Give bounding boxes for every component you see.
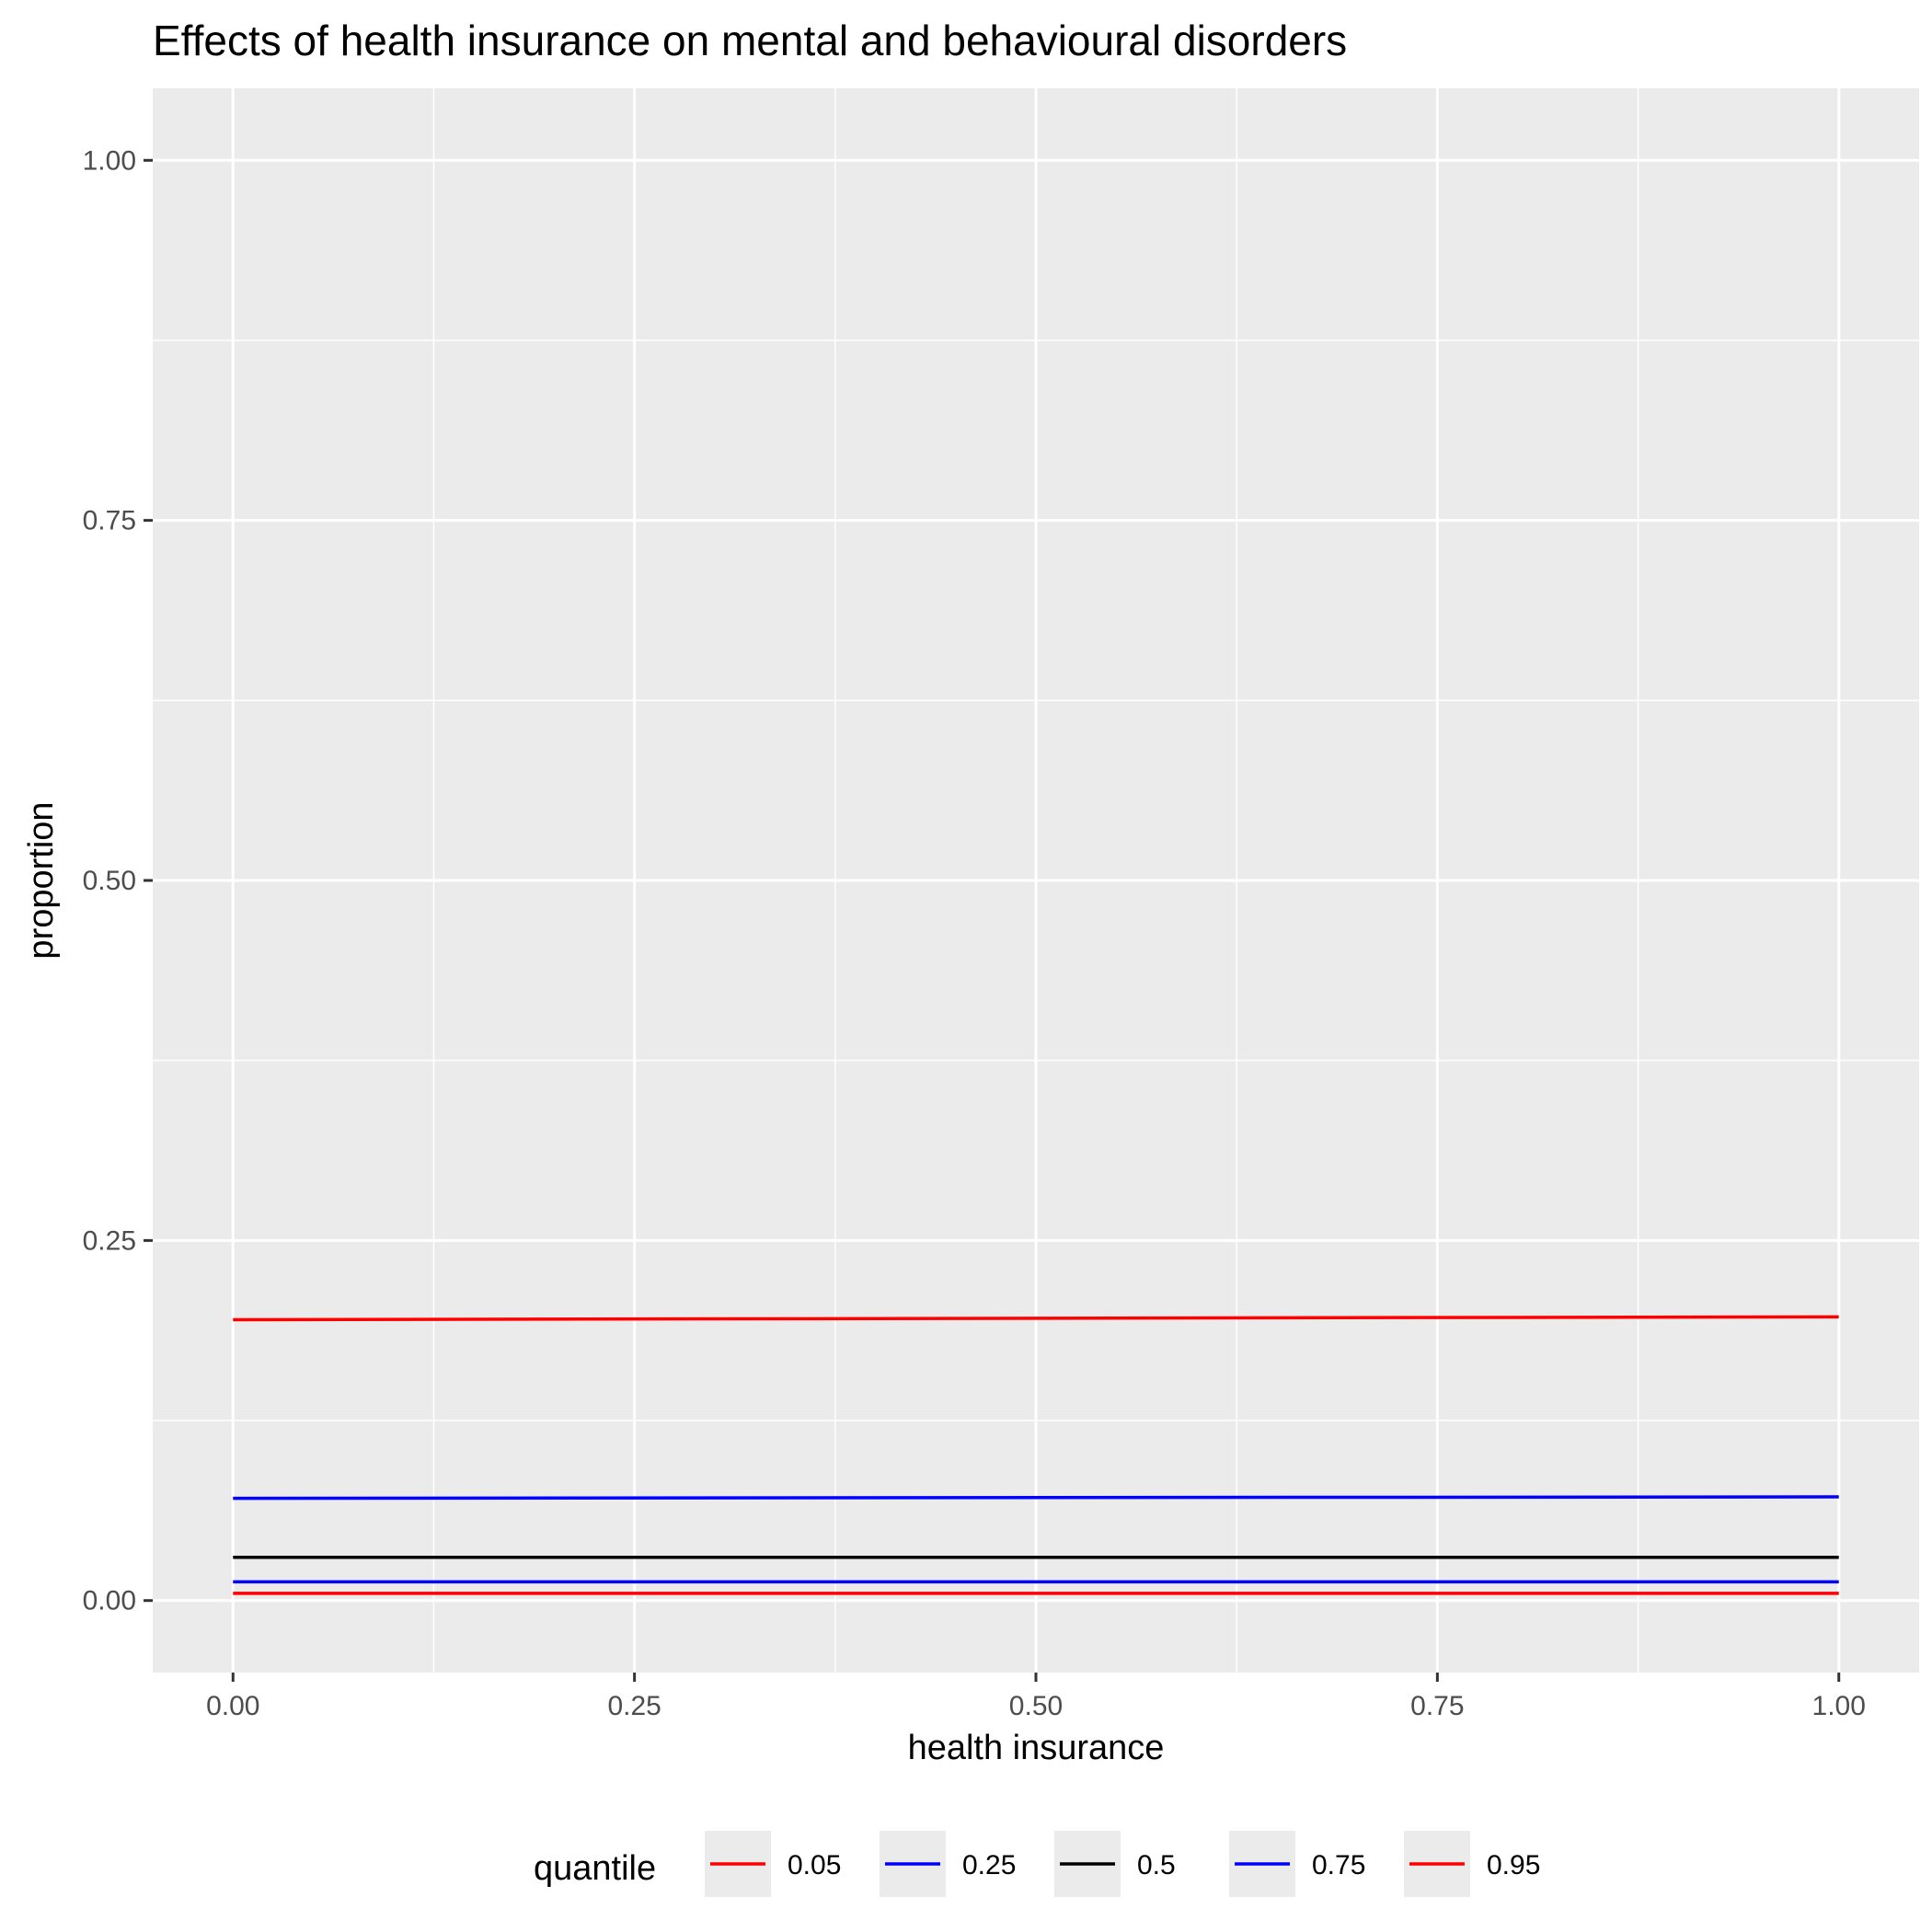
legend-keys: 0.05 0.25 0.5 0.75 0.95 — [705, 1831, 1540, 1897]
x-axis: 0.00 0.25 0.50 0.75 1.00 — [206, 1673, 1866, 1721]
legend-item: 0.5 — [1054, 1831, 1176, 1897]
y-tick-label: 0.75 — [83, 506, 136, 536]
legend-label: 0.95 — [1487, 1850, 1540, 1880]
y-tick-label: 1.00 — [83, 145, 136, 176]
x-tick-label: 0.25 — [607, 1691, 661, 1721]
grid-major — [153, 88, 1919, 1673]
y-tick-label: 0.25 — [83, 1225, 136, 1256]
series-line-0-75 — [233, 1495, 1839, 1501]
legend-item: 0.95 — [1404, 1831, 1540, 1897]
legend-label: 0.75 — [1312, 1850, 1365, 1880]
legend-item: 0.25 — [880, 1831, 1016, 1897]
x-tick-label: 0.75 — [1410, 1691, 1464, 1721]
legend-title: quantile — [534, 1849, 656, 1888]
x-tick-label: 0.00 — [206, 1691, 259, 1721]
legend-label: 0.25 — [962, 1850, 1016, 1880]
y-tick-label: 0.00 — [83, 1586, 136, 1616]
y-axis: 0.00 0.25 0.50 0.75 1.00 — [83, 145, 153, 1616]
chart-title: Effects of health insurance on mental an… — [153, 17, 1347, 64]
x-tick-label: 1.00 — [1812, 1691, 1866, 1721]
series-lines — [233, 1315, 1839, 1595]
series-line-0-95 — [233, 1315, 1839, 1322]
y-tick-label: 0.50 — [83, 866, 136, 896]
x-axis-title: health insurance — [908, 1729, 1165, 1767]
legend-label: 0.05 — [788, 1850, 841, 1880]
y-axis-title: proportion — [22, 801, 61, 959]
legend-item: 0.75 — [1229, 1831, 1365, 1897]
legend-item: 0.05 — [705, 1831, 841, 1897]
legend: quantile 0.05 0.25 0.5 0.75 0.95 — [534, 1831, 1540, 1897]
legend-label: 0.5 — [1137, 1850, 1176, 1880]
x-tick-label: 0.50 — [1009, 1691, 1063, 1721]
